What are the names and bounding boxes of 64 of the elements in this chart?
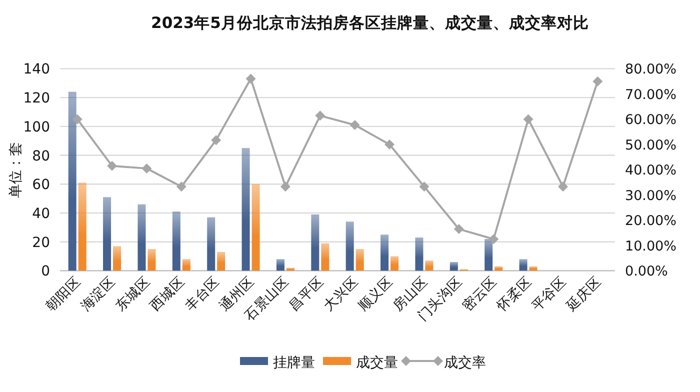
point	[488, 234, 499, 244]
bar	[276, 259, 284, 271]
bar	[113, 246, 122, 271]
bar	[311, 214, 320, 271]
legend-label: 成交量	[356, 355, 398, 371]
point	[176, 182, 186, 192]
y2-tick-label: 80.00%	[625, 62, 677, 78]
y2-tick-label: 40.00%	[625, 162, 677, 179]
bar	[148, 249, 156, 271]
bar	[519, 259, 528, 271]
point	[523, 114, 534, 124]
bar	[182, 259, 190, 271]
bar	[217, 252, 226, 271]
y-tick-label: 100	[23, 119, 50, 136]
point	[280, 182, 290, 192]
y-tick-label: 20	[32, 234, 50, 251]
y-tick-label: 0	[41, 264, 50, 280]
y-tick-label: 140	[23, 62, 50, 78]
point	[384, 139, 395, 150]
point	[558, 182, 568, 192]
bar	[321, 243, 330, 271]
y2-tick-label: 70.00%	[625, 86, 677, 103]
point	[246, 74, 256, 84]
bar	[103, 197, 112, 271]
legend-label: 成交率	[444, 355, 486, 371]
point	[142, 163, 152, 174]
bar	[138, 204, 146, 271]
bar	[529, 266, 538, 271]
y-tick-label: 120	[23, 90, 50, 107]
bar	[415, 238, 424, 271]
bar	[356, 249, 364, 271]
bar	[390, 256, 399, 271]
point	[211, 135, 222, 146]
y-axis-title: 单位：套	[8, 142, 24, 198]
point	[592, 76, 603, 86]
point	[107, 160, 118, 171]
y-tick-label: 40	[32, 206, 50, 222]
bar	[78, 182, 86, 271]
bar	[494, 266, 503, 271]
point	[350, 120, 360, 130]
bar	[242, 148, 250, 271]
y2-tick-label: 10.00%	[625, 238, 677, 254]
bar	[172, 212, 180, 271]
y-tick-label: 60	[32, 177, 50, 194]
y2-tick-label: 50.00%	[625, 137, 677, 154]
bar	[207, 217, 216, 271]
point	[72, 114, 82, 124]
point	[315, 110, 326, 121]
y2-tick-label: 20.00%	[625, 213, 677, 230]
bar	[68, 92, 76, 271]
bar	[252, 184, 260, 271]
y2-tick-label: 60.00%	[625, 112, 677, 128]
legend-label: 挂牌量	[273, 355, 315, 371]
bar	[425, 260, 434, 271]
point	[454, 224, 464, 234]
y2-tick-label: 0.00%	[625, 264, 668, 280]
bar	[346, 222, 354, 271]
bar	[450, 262, 458, 271]
bar	[380, 234, 389, 271]
chart-title: 2023年5月份北京市法拍房各区挂牌量、成交量、成交率对比	[151, 13, 589, 32]
y2-tick-label: 30.00%	[625, 188, 677, 204]
bar	[484, 238, 493, 271]
point	[419, 182, 430, 192]
y-tick-label: 80	[32, 148, 50, 164]
